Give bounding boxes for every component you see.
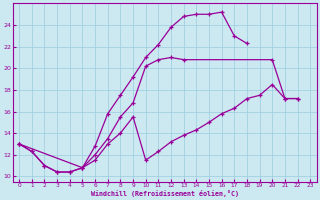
X-axis label: Windchill (Refroidissement éolien,°C): Windchill (Refroidissement éolien,°C) (91, 190, 239, 197)
